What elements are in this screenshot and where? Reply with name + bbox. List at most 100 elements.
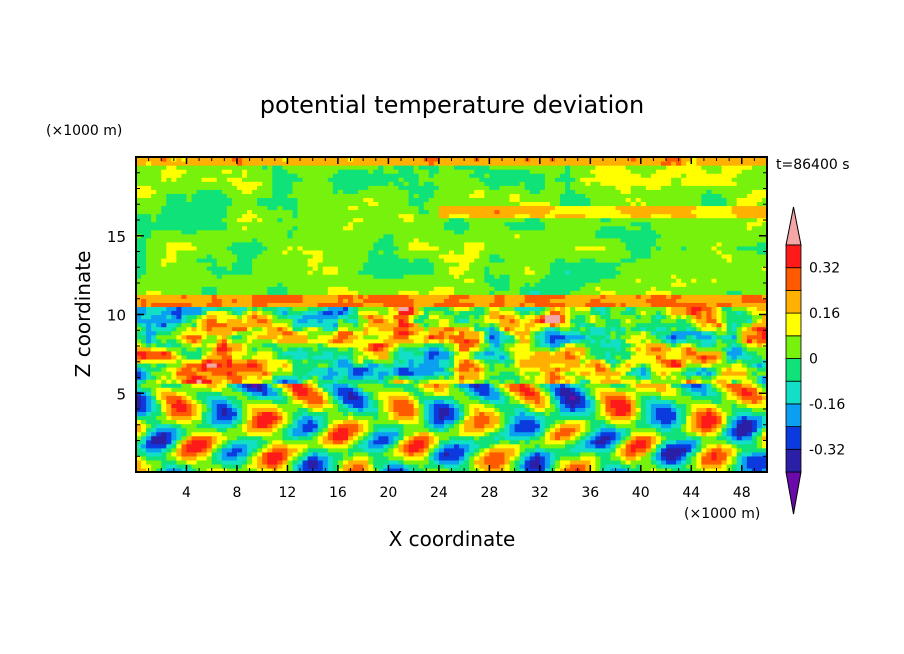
heatmap-cell xyxy=(408,435,415,441)
heatmap-cell xyxy=(726,415,733,421)
heatmap-cell xyxy=(176,447,183,453)
heatmap-cell xyxy=(433,455,440,461)
heatmap-cell xyxy=(373,459,389,465)
heatmap-cell xyxy=(454,326,470,332)
heatmap-cell xyxy=(267,439,273,445)
heatmap-cell xyxy=(756,383,763,388)
heatmap-cell xyxy=(327,415,349,421)
heatmap-cell xyxy=(428,455,435,461)
heatmap-cell xyxy=(635,423,652,429)
heatmap-cell xyxy=(681,181,738,186)
heatmap-cell xyxy=(252,415,258,421)
heatmap-cell xyxy=(605,403,612,408)
heatmap-cell xyxy=(549,423,556,429)
heatmap-cell xyxy=(736,358,743,364)
heatmap-cell xyxy=(575,342,586,348)
heatmap-cell xyxy=(716,245,738,251)
heatmap-cell xyxy=(575,427,581,433)
heatmap-cell xyxy=(575,306,591,312)
heatmap-cell xyxy=(236,455,248,461)
heatmap-cell xyxy=(524,294,566,299)
heatmap-cell xyxy=(418,399,425,404)
heatmap-cell xyxy=(605,245,627,251)
heatmap-cell xyxy=(534,322,551,328)
heatmap-cell xyxy=(206,447,213,453)
heatmap-cell xyxy=(282,346,289,352)
heatmap-cell xyxy=(524,399,536,404)
heatmap-cell xyxy=(307,459,319,465)
heatmap-cell xyxy=(544,173,561,178)
heatmap-cell xyxy=(756,387,763,392)
heatmap-cell xyxy=(454,423,460,429)
heatmap-cell xyxy=(282,350,309,356)
heatmap-cell xyxy=(302,459,309,465)
heatmap-cell xyxy=(393,330,400,336)
heatmap-cell xyxy=(650,314,657,320)
heatmap-cell xyxy=(761,419,767,425)
heatmap-cell xyxy=(666,165,702,170)
heatmap-cell xyxy=(650,245,657,251)
heatmap-cell xyxy=(438,346,445,352)
heatmap-cell xyxy=(368,257,410,263)
heatmap-cell xyxy=(156,375,162,380)
heatmap-cell xyxy=(211,298,223,303)
heatmap-cell xyxy=(322,443,349,449)
heatmap-cell xyxy=(378,407,384,413)
heatmap-cell xyxy=(554,403,561,408)
heatmap-cell xyxy=(655,395,662,400)
heatmap-cell xyxy=(570,310,591,316)
heatmap-cell xyxy=(509,330,516,336)
heatmap-cell xyxy=(761,362,767,368)
heatmap-cell xyxy=(378,467,384,472)
heatmap-cell xyxy=(292,306,309,312)
heatmap-cell xyxy=(529,213,546,219)
heatmap-cell xyxy=(287,362,294,368)
heatmap-cell xyxy=(171,310,183,316)
heatmap-cell xyxy=(443,225,470,231)
heatmap-cell xyxy=(337,294,354,299)
heatmap-cell xyxy=(756,306,767,312)
heatmap-cell xyxy=(731,451,738,457)
heatmap-cell xyxy=(247,314,253,320)
heatmap-cell xyxy=(615,443,622,449)
heatmap-cell xyxy=(701,463,723,469)
heatmap-cell xyxy=(186,375,193,380)
heatmap-cell xyxy=(141,463,152,469)
heatmap-cell xyxy=(136,221,228,227)
heatmap-cell xyxy=(630,350,637,356)
heatmap-cell xyxy=(655,229,767,235)
heatmap-cell xyxy=(585,391,591,396)
heatmap-cell xyxy=(630,419,637,425)
heatmap-cell xyxy=(408,326,425,332)
heatmap-cell xyxy=(151,439,167,445)
heatmap-cell xyxy=(423,350,430,356)
heatmap-cell xyxy=(736,379,743,384)
heatmap-cell xyxy=(761,379,767,384)
heatmap-cell xyxy=(317,435,324,441)
heatmap-cell xyxy=(216,455,223,461)
heatmap-cell xyxy=(141,427,147,433)
heatmap-cell xyxy=(423,407,430,413)
heatmap-cell xyxy=(307,419,314,425)
heatmap-cell xyxy=(650,249,718,255)
heatmap-cell xyxy=(267,314,273,320)
heatmap-cell xyxy=(348,415,354,421)
heatmap-cell xyxy=(408,334,425,340)
colorbar-swatch xyxy=(785,358,802,382)
heatmap-cell xyxy=(459,463,470,469)
heatmap-cell xyxy=(252,346,258,352)
heatmap-cell xyxy=(257,358,268,364)
heatmap-cell xyxy=(529,346,551,352)
heatmap-cell xyxy=(242,415,248,421)
heatmap-cell xyxy=(166,395,183,400)
heatmap-cell xyxy=(484,306,490,312)
heatmap-cell xyxy=(418,177,480,182)
heatmap-cell xyxy=(590,439,596,445)
heatmap-cell xyxy=(428,447,435,453)
heatmap-cell xyxy=(136,282,278,287)
heatmap-cell xyxy=(272,185,294,190)
heatmap-cell xyxy=(231,310,238,316)
heatmap-cell xyxy=(408,197,430,203)
heatmap-cell xyxy=(519,334,526,340)
heatmap-cell xyxy=(484,181,521,186)
